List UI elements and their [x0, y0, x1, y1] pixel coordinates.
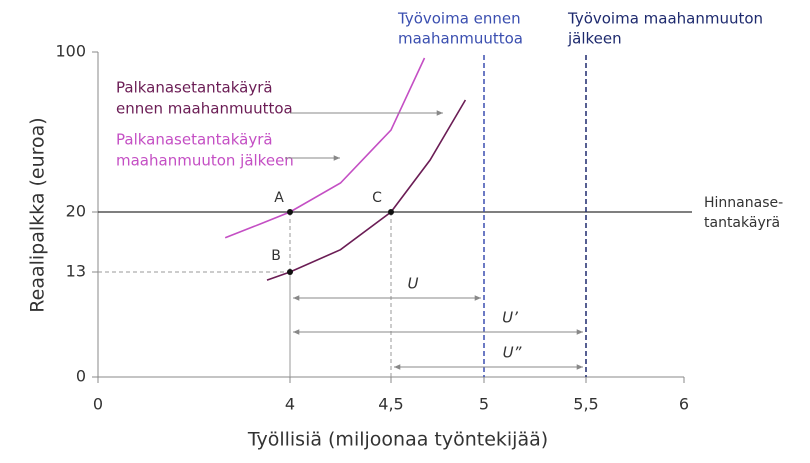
point-label: B — [271, 248, 281, 264]
y-axis-label: Reaalipalkka (euroa) — [27, 117, 49, 312]
x-tick-label: 4,5 — [378, 395, 403, 414]
point — [287, 269, 293, 275]
unemployment-label: U — [408, 275, 419, 293]
x-tick-label: 5,5 — [573, 395, 598, 414]
price-setting-label: tantakäyrä — [704, 215, 780, 231]
x-axis-label: Työllisiä (miljoonaa työntekijää) — [247, 429, 548, 451]
legend-label: ennen maahanmuuttoa — [116, 100, 293, 118]
wage-setting-curve — [266, 99, 467, 281]
point — [287, 209, 293, 215]
labour-force-label: jälkeen — [567, 30, 622, 48]
y-tick-label: 13 — [66, 262, 86, 281]
unemployment-label: U” — [503, 344, 522, 362]
x-tick-label: 0 — [93, 395, 103, 414]
legend-label: maahanmuuton jälkeen — [116, 152, 294, 170]
y-tick-label: 0 — [76, 367, 86, 386]
labour-force-label: Työvoima maahanmuuton — [567, 10, 763, 28]
point-label: C — [372, 190, 382, 206]
y-tick-label: 20 — [66, 202, 86, 221]
wage-setting-curve — [224, 57, 426, 239]
legend-label: Palkanasetantakäyrä — [116, 79, 273, 97]
labour-force-label: Työvoima ennen — [397, 10, 521, 28]
point-label: A — [274, 190, 284, 206]
legend-label: Palkanasetantakäyrä — [116, 131, 273, 149]
y-tick-label: 100 — [55, 42, 86, 61]
price-setting-label: Hinnanase- — [704, 195, 783, 211]
labour-force-label: maahanmuuttoa — [398, 30, 523, 48]
x-tick-label: 5 — [479, 395, 489, 414]
x-tick-label: 6 — [679, 395, 689, 414]
x-tick-label: 4 — [285, 395, 295, 414]
point — [388, 209, 394, 215]
unemployment-label: U’ — [502, 309, 518, 327]
